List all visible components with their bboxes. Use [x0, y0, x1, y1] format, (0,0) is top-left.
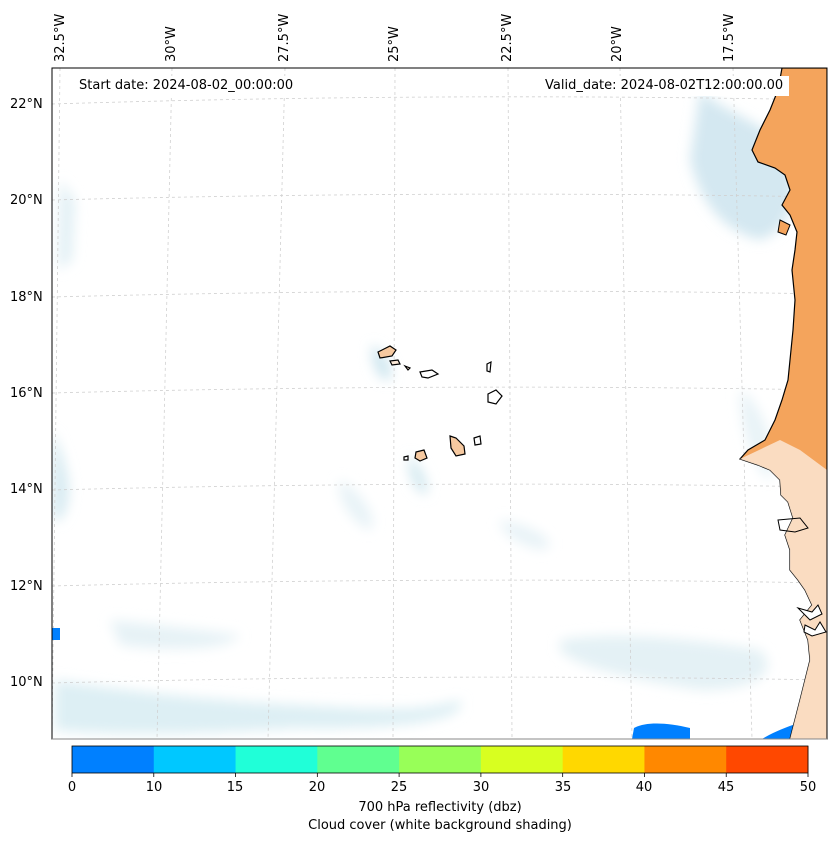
colorbar-frame — [71, 745, 809, 774]
colorbar-segment — [153, 746, 237, 773]
colorbar-segment — [480, 746, 564, 773]
colorbar-segment — [317, 746, 400, 773]
colorbar-tick-label: 30 — [472, 780, 490, 795]
colorbar-tick-label: 10 — [145, 780, 163, 795]
colorbar-segment — [644, 746, 727, 773]
island-santa-luzia — [403, 364, 412, 371]
lon-label-25w: 25°W — [387, 26, 402, 62]
cape-verde-islands — [377, 345, 503, 462]
island — [796, 604, 823, 621]
island-sao-nicolau — [419, 369, 440, 379]
colorbar-segment — [726, 746, 809, 773]
island — [803, 621, 827, 637]
island-santo-antao — [377, 345, 397, 359]
colorbar-segment — [72, 746, 155, 773]
colorbar-tick-label: 25 — [390, 780, 408, 795]
island-sao-vicente — [389, 359, 401, 366]
colorbar-tick-label: 50 — [799, 780, 817, 795]
lat-label-20n: 20°N — [10, 193, 43, 208]
reflectivity-patch — [632, 723, 690, 739]
colorbar-tick-label: 40 — [635, 780, 653, 795]
lon-label-27-5w: 27.5°W — [277, 13, 292, 62]
lon-label-17-5w: 17.5°W — [722, 13, 737, 62]
colorbar — [72, 746, 809, 773]
lat-label-18n: 18°N — [10, 290, 43, 305]
colorbar-tick-label: 15 — [226, 780, 244, 795]
colorbar-tick-label: 0 — [67, 780, 77, 795]
lat-label-10n: 10°N — [10, 675, 43, 690]
island-sal — [486, 360, 492, 373]
island-fogo — [414, 449, 428, 462]
island-maio — [473, 435, 482, 446]
lon-label-32-5w: 32.5°W — [53, 13, 68, 62]
colorbar-segment — [562, 746, 645, 773]
colorbar-tick-label: 45 — [717, 780, 735, 795]
colorbar-segment — [235, 746, 318, 773]
lon-label-22-5w: 22.5°W — [500, 13, 515, 62]
lat-label-14n: 14°N — [10, 482, 43, 497]
lat-label-22n: 22°N — [10, 97, 43, 112]
valid-date-label: Valid_date: 2024-08-02T12:00:00.00 — [539, 76, 790, 96]
colorbar-tick-label: 35 — [554, 780, 572, 795]
colorbar-subtitle: Cloud cover (white background shading) — [308, 818, 572, 833]
island-santiago — [449, 435, 466, 457]
graticule — [52, 68, 827, 739]
island-brava — [403, 455, 409, 461]
lat-label-12n: 12°N — [10, 579, 43, 594]
colorbar-title: 700 hPa reflectivity (dbz) — [358, 800, 522, 815]
lon-label-30w: 30°W — [164, 26, 179, 62]
cloud-cover-shading — [52, 90, 794, 734]
island-boa-vista — [487, 389, 503, 405]
colorbar-tick-label: 20 — [308, 780, 326, 795]
africa-landmass — [738, 68, 827, 739]
start-date-label: Start date: 2024-08-02_00:00:00 — [73, 76, 300, 96]
lat-label-16n: 16°N — [10, 386, 43, 401]
coastal-shading — [740, 440, 827, 739]
reflectivity-patch — [52, 628, 60, 640]
colorbar-segment — [399, 746, 482, 773]
island — [777, 219, 791, 236]
lon-label-20w: 20°W — [610, 26, 625, 62]
